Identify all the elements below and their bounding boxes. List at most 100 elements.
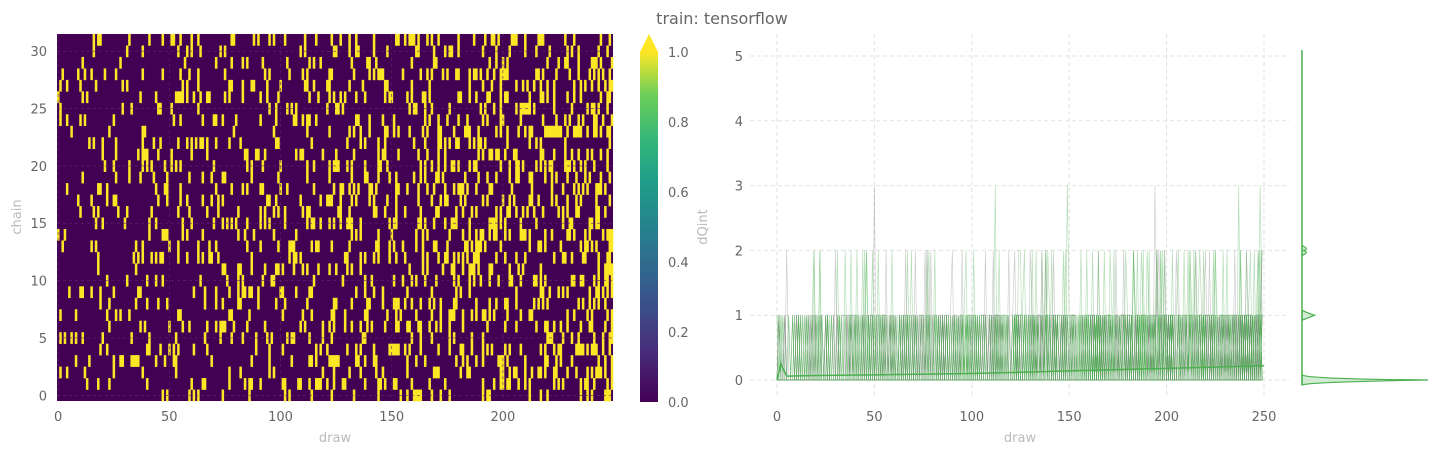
chain-trace bbox=[777, 250, 1263, 381]
heatmap-cell bbox=[346, 343, 349, 356]
heatmap-cell bbox=[103, 160, 107, 172]
heatmap-cell bbox=[581, 251, 585, 264]
heatmap-cell bbox=[141, 148, 145, 161]
heatmap-cell bbox=[452, 183, 456, 195]
heatmap-cell bbox=[546, 355, 549, 367]
heatmap-cell bbox=[223, 171, 227, 184]
heatmap-cell bbox=[421, 240, 425, 253]
heatmap-cell bbox=[530, 194, 534, 207]
heatmap-cell bbox=[328, 91, 331, 104]
heatmap-cell bbox=[555, 366, 558, 379]
heatmap-cell bbox=[586, 378, 589, 390]
heatmap-cell bbox=[403, 251, 407, 264]
heatmap-cell bbox=[128, 34, 131, 46]
heatmap-cell bbox=[577, 297, 580, 310]
heatmap-cell bbox=[246, 217, 249, 230]
heatmap-cell bbox=[88, 355, 91, 367]
heatmap-cell bbox=[512, 148, 516, 161]
heatmap-cell bbox=[586, 343, 589, 356]
heatmap-cell bbox=[274, 102, 278, 115]
heatmap-cell bbox=[557, 56, 560, 69]
heatmap-cell bbox=[230, 56, 233, 69]
heatmap-cell bbox=[541, 114, 545, 127]
heatmap-cell bbox=[119, 355, 122, 367]
heatmap-cell bbox=[363, 309, 367, 322]
heatmap-cell bbox=[119, 309, 122, 322]
heatmap-cell bbox=[243, 228, 247, 241]
heatmap-cell bbox=[139, 171, 142, 184]
heatmap-cell bbox=[294, 228, 298, 241]
heatmap-cell bbox=[377, 171, 380, 184]
heatmap-cell bbox=[501, 56, 505, 69]
heatmap-cell bbox=[506, 91, 509, 104]
heatmap-cell bbox=[581, 183, 585, 195]
heatmap-cell bbox=[579, 91, 583, 104]
heatmap-cell bbox=[506, 125, 509, 138]
heatmap-cell bbox=[572, 34, 576, 46]
heatmap-cell bbox=[410, 297, 414, 310]
heatmap-cell bbox=[232, 125, 236, 138]
chain-trace bbox=[776, 185, 1263, 381]
heatmap-cell bbox=[510, 183, 514, 195]
heatmap-cell bbox=[350, 263, 354, 276]
heatmap-cell bbox=[141, 366, 145, 379]
heatmap-cell bbox=[477, 171, 480, 184]
heatmap-cell bbox=[217, 194, 220, 207]
heatmap-cell bbox=[355, 114, 358, 127]
heatmap-cell bbox=[361, 332, 365, 344]
heatmap-cell bbox=[521, 79, 525, 92]
heatmap-cell bbox=[192, 286, 196, 299]
heatmap-cell bbox=[101, 148, 105, 161]
heatmap-cell bbox=[74, 355, 78, 367]
heatmap-cell bbox=[479, 228, 483, 241]
x-tick-label: 200 bbox=[490, 410, 515, 425]
heatmap-cell bbox=[237, 228, 240, 241]
heatmap-cell bbox=[190, 378, 193, 390]
heatmap-cell bbox=[237, 297, 240, 310]
heatmap-cell bbox=[499, 102, 503, 115]
heatmap-cell bbox=[350, 194, 354, 207]
heatmap-cell bbox=[301, 263, 305, 276]
heatmap-cell bbox=[272, 125, 276, 138]
heatmap-cell bbox=[134, 263, 138, 276]
heatmap-cell bbox=[595, 240, 598, 253]
heatmap-cell bbox=[428, 114, 431, 127]
heatmap-cell bbox=[246, 183, 249, 195]
heatmap-cell bbox=[335, 297, 338, 310]
heatmap-cell bbox=[546, 389, 549, 402]
heatmap-cell bbox=[81, 171, 84, 184]
chain-trace bbox=[777, 250, 1263, 381]
heatmap-cell bbox=[539, 240, 543, 253]
heatmap-cell bbox=[552, 251, 556, 264]
heatmap-cell bbox=[597, 366, 600, 379]
heatmap-cell bbox=[99, 297, 102, 310]
y-tick-label: 4 bbox=[735, 115, 743, 130]
heatmap-cell bbox=[590, 366, 594, 379]
heatmap-cell bbox=[357, 183, 360, 195]
heatmap-cell bbox=[457, 274, 460, 287]
heatmap-cell bbox=[197, 389, 200, 402]
heatmap-cell bbox=[435, 171, 438, 184]
heatmap-cell bbox=[575, 194, 578, 207]
heatmap-cell bbox=[586, 240, 589, 253]
heatmap-cell bbox=[590, 309, 594, 322]
heatmap-cell bbox=[377, 68, 380, 81]
heatmap-cell bbox=[179, 194, 182, 207]
heatmap-cell bbox=[292, 240, 296, 253]
heatmap-cell bbox=[448, 320, 451, 333]
heatmap-cell bbox=[101, 217, 105, 230]
heatmap-cell bbox=[408, 320, 411, 333]
heatmap-cell bbox=[194, 137, 198, 149]
heatmap-cell bbox=[386, 309, 389, 322]
kde-peak bbox=[1301, 309, 1317, 322]
heatmap-cell bbox=[463, 194, 467, 207]
heatmap-cell bbox=[294, 114, 298, 127]
heatmap-cell bbox=[210, 171, 213, 184]
heatmap-cell bbox=[561, 378, 565, 390]
heatmap-cell bbox=[432, 45, 436, 58]
heatmap-cell bbox=[537, 34, 540, 46]
heatmap-cell bbox=[515, 251, 518, 264]
heatmap-cell bbox=[154, 217, 158, 230]
heatmap-cell bbox=[319, 378, 322, 390]
heatmap-cell bbox=[137, 251, 140, 264]
